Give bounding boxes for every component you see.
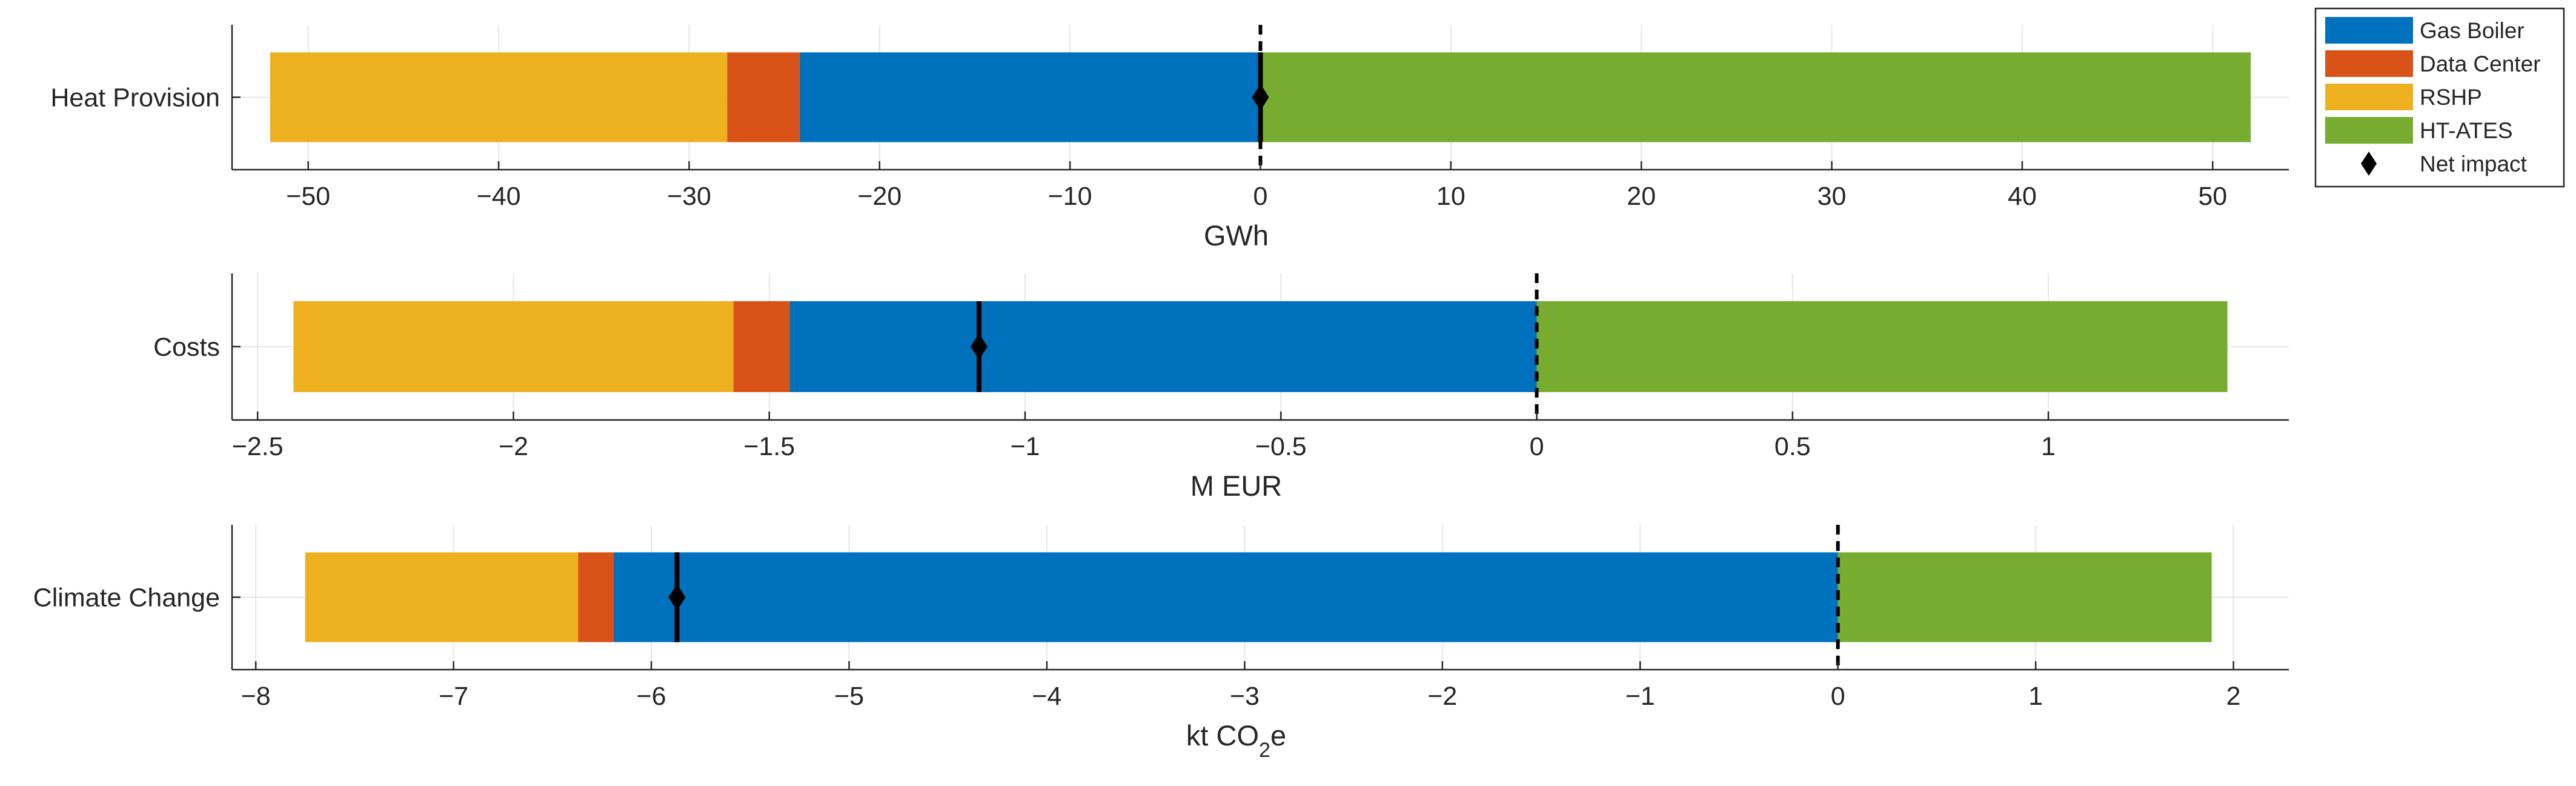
- x-axis-title: kt CO2e: [1186, 719, 1286, 762]
- panel-climate-change: −8 −7 −6 −5 −4 −3 −2 −1 0 1 2 Climate Change kt CO2e: [33, 525, 2289, 762]
- legend-label: Gas Boiler: [2420, 18, 2525, 43]
- bar-segment-rshp: [305, 552, 579, 642]
- x-tick-label: 1: [2041, 432, 2056, 461]
- x-tick-label: −40: [477, 182, 521, 211]
- x-tick-label: 0.5: [1774, 432, 1811, 461]
- legend-item-data-center: Data Center: [2325, 50, 2541, 77]
- legend-label: HT-ATES: [2420, 118, 2513, 143]
- bar-segment-gas-boiler: [799, 52, 1261, 142]
- x-tick-label: −2: [1427, 682, 1457, 711]
- net-impact-marker: [1252, 84, 1269, 111]
- bar-segment-rshp: [293, 301, 734, 393]
- bar-segment-ht-ates: [1260, 52, 2251, 142]
- x-axis-title: M EUR: [1190, 470, 1282, 502]
- category-label: Climate Change: [33, 584, 220, 613]
- legend-marker: [2361, 152, 2377, 176]
- x-tick-label: 30: [1817, 182, 1847, 211]
- x-tick-label: −2.5: [232, 432, 284, 461]
- category-label: Heat Provision: [50, 84, 220, 113]
- panel-costs: −2.5 −2 −1.5 −1 −0.5 0 0.5 1 Costs M EUR: [153, 273, 2289, 502]
- x-tick-label: 10: [1436, 182, 1466, 211]
- legend-swatch: [2325, 17, 2413, 44]
- bar-segment-data-center: [578, 552, 614, 642]
- x-tick-label: −1.5: [743, 432, 795, 461]
- category-label: Costs: [153, 333, 220, 362]
- x-tick-label: −3: [1230, 682, 1260, 711]
- x-tick-label: 2: [2226, 682, 2241, 711]
- panel-heat-provision: −50 −40 −30 −20 −10 0 10 20 30 40 50 Heat Provision…: [50, 25, 2289, 251]
- x-tick-label: −10: [1048, 182, 1092, 211]
- x-tick-label: 1: [2028, 682, 2043, 711]
- legend: Gas Boiler Data Center RSHP HT-ATES Net impa…: [2314, 7, 2565, 188]
- x-tick-label: −50: [286, 182, 330, 211]
- legend-item-ht-ates: HT-ATES: [2325, 117, 2513, 144]
- legend-swatch: [2325, 84, 2413, 110]
- x-tick-label: 20: [1627, 182, 1656, 211]
- x-tick-label: −6: [637, 682, 666, 711]
- x-tick-label: −30: [667, 182, 711, 211]
- x-axis-title-suffix: e: [1270, 719, 1286, 751]
- x-tick-label: 50: [2198, 182, 2227, 211]
- bar-segment-ht-ates: [1837, 552, 2212, 642]
- bar-segment-data-center: [727, 52, 800, 142]
- x-tick-label: 0: [1253, 182, 1268, 211]
- x-axis-title: GWh: [1204, 219, 1269, 251]
- legend-item-gas-boiler: Gas Boiler: [2325, 17, 2525, 44]
- x-tick-label: −1: [1625, 682, 1655, 711]
- legend-swatch: [2325, 117, 2413, 144]
- x-tick-label: 0: [1831, 682, 1845, 711]
- x-tick-label: −1: [1011, 432, 1040, 461]
- bar-segment-ht-ates: [1536, 301, 2228, 393]
- x-tick-label: 40: [2008, 182, 2037, 211]
- legend-item-net-impact: Net impact: [2361, 152, 2528, 176]
- bar-segment-data-center: [733, 301, 790, 393]
- net-impact-marker: [668, 584, 686, 611]
- legend-label: RSHP: [2420, 85, 2482, 110]
- bar-segment-rshp: [270, 52, 728, 142]
- legend-swatch: [2325, 50, 2413, 77]
- x-tick-label: −4: [1032, 682, 1061, 711]
- x-tick-label: −20: [857, 182, 901, 211]
- legend-item-rshp: RSHP: [2325, 84, 2482, 110]
- x-tick-label: 0: [1530, 432, 1544, 461]
- x-tick-label: −2: [499, 432, 528, 461]
- x-tick-label: −0.5: [1255, 432, 1307, 461]
- x-tick-label: −8: [241, 682, 271, 711]
- bar-segment-gas-boiler: [789, 301, 1537, 393]
- net-impact-marker: [971, 333, 988, 360]
- bar-segment-gas-boiler: [614, 552, 1838, 642]
- x-tick-label: −5: [834, 682, 864, 711]
- legend-label: Net impact: [2420, 152, 2528, 176]
- x-axis-title-subscript: 2: [1259, 739, 1270, 762]
- x-tick-label: −7: [439, 682, 468, 711]
- legend-label: Data Center: [2420, 52, 2541, 76]
